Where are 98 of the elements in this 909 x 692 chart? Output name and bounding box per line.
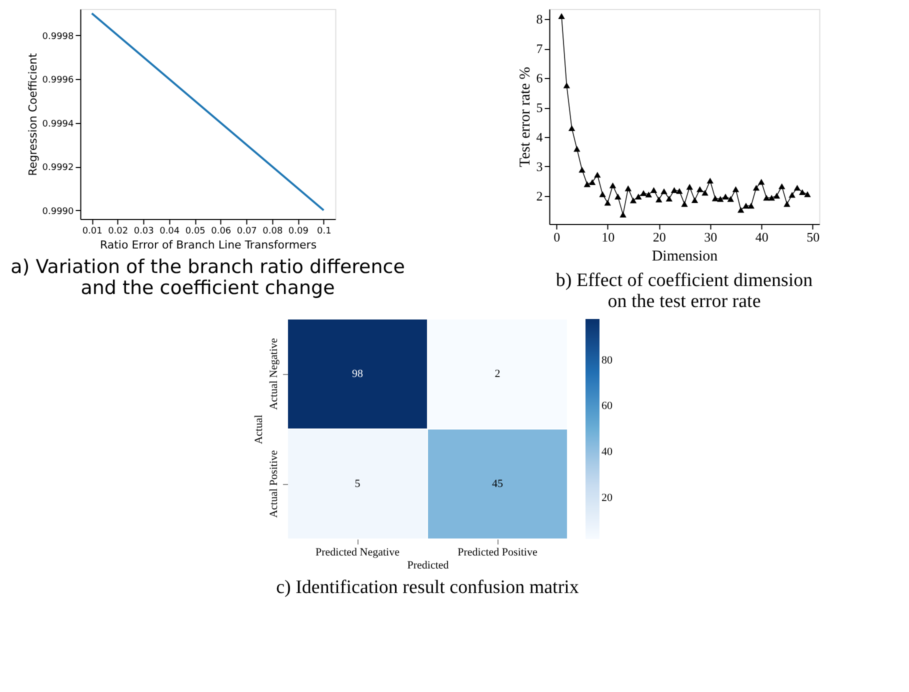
point bbox=[758, 178, 765, 185]
point bbox=[588, 179, 596, 186]
data-label: 2 bbox=[494, 368, 500, 380]
point bbox=[666, 196, 672, 202]
text: b) Effect of coefficient dimension on the test error rate bbox=[556, 270, 814, 312]
x-axis-title: Predicted bbox=[407, 560, 450, 572]
y-tick-label: 4 bbox=[536, 129, 544, 144]
point bbox=[584, 181, 591, 188]
y-tick-label: 0.9996 bbox=[42, 76, 74, 86]
x-tick-label: 0.01 bbox=[82, 226, 102, 236]
point bbox=[630, 198, 637, 204]
point bbox=[798, 189, 806, 196]
x-tick-label: 0.02 bbox=[108, 226, 128, 236]
point bbox=[727, 196, 734, 202]
point bbox=[660, 188, 668, 194]
point bbox=[620, 212, 626, 218]
y-tick-label: 0.9992 bbox=[42, 163, 74, 173]
point bbox=[635, 194, 642, 200]
color-bar-label: 40 bbox=[602, 446, 613, 458]
point bbox=[732, 186, 740, 192]
point bbox=[558, 13, 565, 19]
x-tick-label: 0.1 bbox=[316, 226, 332, 236]
x-tick-label: 0.04 bbox=[160, 226, 180, 236]
y-tick-label: 0.9998 bbox=[42, 32, 74, 42]
point bbox=[594, 172, 601, 178]
point bbox=[768, 194, 775, 201]
point bbox=[738, 206, 744, 213]
data-label: 98 bbox=[352, 368, 364, 380]
x-tick-label: Predicted Positive bbox=[458, 546, 538, 558]
point bbox=[676, 188, 683, 194]
point bbox=[599, 191, 606, 198]
point bbox=[696, 186, 704, 192]
y-tick-label: Actual Negative bbox=[268, 338, 280, 410]
data-label: 45 bbox=[492, 478, 504, 490]
point bbox=[784, 201, 790, 207]
x-tick-label: 0.05 bbox=[185, 226, 206, 236]
y-tick-label: 3 bbox=[536, 158, 543, 174]
point bbox=[773, 192, 780, 199]
y-tick-label: 7 bbox=[536, 41, 544, 56]
y-axis-title: Regression Coefficient bbox=[26, 52, 40, 176]
text: c) Identification result confusion matrix bbox=[276, 577, 580, 598]
x-tick-label: 40 bbox=[755, 230, 768, 244]
point bbox=[717, 196, 724, 202]
point bbox=[624, 185, 632, 192]
point bbox=[578, 166, 586, 173]
point bbox=[640, 190, 647, 196]
point bbox=[706, 178, 714, 184]
y-tick-label: 2 bbox=[536, 188, 543, 204]
point bbox=[763, 194, 770, 201]
x-tick-label: 10 bbox=[602, 230, 615, 244]
color-bar-label: 20 bbox=[602, 492, 613, 504]
point bbox=[752, 184, 760, 191]
x-tick-label: 0.07 bbox=[236, 226, 257, 236]
point bbox=[788, 192, 796, 198]
point bbox=[656, 196, 662, 202]
point bbox=[574, 146, 580, 152]
point bbox=[609, 182, 616, 188]
y-tick-label: 5 bbox=[536, 100, 543, 116]
point bbox=[681, 201, 688, 207]
color-bar-label: 80 bbox=[602, 354, 613, 366]
point bbox=[702, 190, 708, 196]
y-tick-label: 6 bbox=[536, 70, 544, 86]
point bbox=[742, 202, 750, 209]
text: a) Variation of the branch ratio difference and the coefficient change bbox=[10, 256, 405, 299]
point bbox=[722, 194, 729, 200]
point bbox=[645, 192, 652, 198]
y-tick-label: Actual Positive bbox=[268, 450, 280, 518]
x-tick-label: Predicted Negative bbox=[316, 546, 400, 558]
point bbox=[614, 194, 622, 200]
y-tick-label: 0.9990 bbox=[42, 206, 74, 217]
x-tick-label: 50 bbox=[806, 230, 820, 244]
x-tick-label: 0.08 bbox=[262, 226, 283, 236]
color-bar-label: 60 bbox=[602, 400, 613, 412]
x-tick-label: 0 bbox=[554, 230, 560, 244]
point bbox=[568, 125, 576, 132]
point bbox=[670, 187, 678, 193]
x-tick-label: 30 bbox=[704, 230, 718, 244]
x-axis-title: Ratio Error of Branch Line Transformers bbox=[100, 238, 317, 252]
y-axis-title: Actual bbox=[253, 414, 265, 444]
x-tick-label: 0.03 bbox=[134, 226, 154, 236]
point bbox=[748, 202, 754, 209]
point bbox=[794, 184, 801, 191]
point bbox=[691, 197, 698, 204]
point bbox=[778, 183, 786, 190]
x-axis-title: Dimension bbox=[652, 248, 718, 264]
point bbox=[686, 184, 693, 190]
y-axis-title: Test error rate % bbox=[517, 66, 534, 168]
point bbox=[604, 200, 612, 206]
point bbox=[650, 187, 658, 193]
data-label: 5 bbox=[354, 478, 361, 490]
y-tick-label: 8 bbox=[536, 12, 543, 27]
point bbox=[712, 195, 719, 202]
x-tick-label: 0.09 bbox=[288, 226, 309, 236]
x-tick-label: 0.06 bbox=[211, 226, 232, 236]
x-tick-label: 20 bbox=[652, 230, 666, 244]
point bbox=[804, 191, 811, 198]
point bbox=[563, 82, 570, 88]
y-tick-label: 0.9994 bbox=[42, 119, 74, 130]
